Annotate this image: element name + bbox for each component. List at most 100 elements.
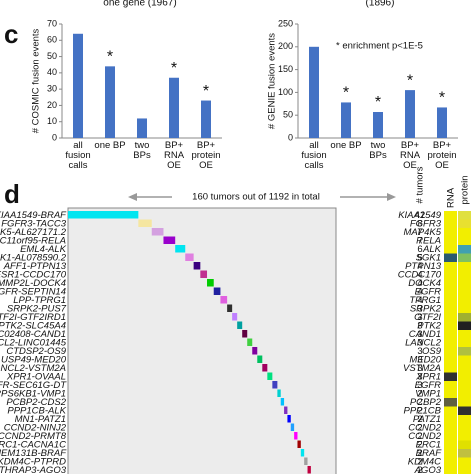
rna-cell [444,440,457,449]
annotation: * enrichment p<1E-5 [336,41,423,52]
protein-cell [458,432,471,441]
protein-cell [458,449,471,458]
fusion-block [163,236,176,244]
tumor-count: 3 [417,380,422,391]
x-tick-label: BP+ RNA OE [163,140,185,171]
y-tick-label: 30 [47,84,57,94]
gene-label: LANCL2 [405,337,442,348]
x-tick-label: two BPs [133,140,151,161]
x-tick-label: one BP [94,140,126,151]
gene-label: GTF2I [414,312,441,323]
bar [437,107,447,138]
gene-label: ERC1 [416,439,441,450]
fusion-label: IMMP2L-DOCK4 [0,278,66,289]
fusion-block [237,321,243,329]
bar [201,100,211,138]
fusion-label: MAP4K5-AL627171.2 [0,227,67,238]
rna-cell [444,449,457,458]
gene-label: VMP1 [415,388,441,399]
rna-cell [444,432,457,441]
tumor-count: 4 [417,295,422,306]
protein-cell [458,245,471,254]
rna-cell [444,236,457,245]
protein-cell [458,406,471,415]
gene-label: XPR1 [415,371,441,382]
protein-cell [458,415,471,424]
gene-label: CCND2 [408,422,441,433]
x-tick-label: BP+ protein OE [427,140,457,171]
tumor-count: 42 [415,210,426,221]
fusion-block [247,338,253,346]
y-tick-label: 0 [52,132,57,142]
fusion-label: GTF2I-GTF2IRD1 [0,312,66,323]
y-tick-label: 70 [47,18,57,28]
fusion-block [277,389,281,397]
rna-cell [444,245,457,254]
gene-label: PTPN13 [405,261,442,272]
tumor-count: 3 [417,371,422,382]
protein-cell [458,381,471,390]
fusion-label: TMEM131B-BRAF [0,448,67,459]
tumor-count: 2 [417,465,422,474]
fusion-block [252,347,258,355]
x-tick-label: all fusion calls [301,140,327,171]
title-bg [172,191,340,203]
gene-label: PTK2 [417,320,441,331]
gene-label: MAP4K5 [404,227,442,238]
fusion-label: PCBP2-CDS2 [6,397,66,408]
chart-title: one gene (1967) [103,0,176,9]
fusion-block [290,423,295,431]
bar [105,66,115,138]
bar [341,102,351,138]
rna-cell [444,398,457,407]
y-axis-label: # GENIE fusion events [267,33,278,129]
fusion-label: ERC1-CACNA1C [0,439,66,450]
fusion-block [284,406,288,414]
tumor-count: 6 [417,244,422,255]
fusion-block [232,313,238,321]
tumor-count: 3 [417,346,422,357]
panel-label: d [4,179,20,209]
fusion-label: LANCL2-VSTM2A [0,363,66,374]
tumor-count: 4 [417,269,422,280]
gene-label: AGO3 [414,465,442,474]
gene-label: TPRG1 [409,295,441,306]
rna-cell [444,304,457,313]
gene-label: PATZ1 [413,414,441,425]
rna-cell [444,457,457,466]
tumor-count: 2 [417,397,422,408]
fusion-block [175,245,186,253]
fusion-block [300,449,305,457]
rna-cell [444,262,457,271]
tumor-count: 7 [417,227,422,238]
tumor-count: 2 [417,414,422,425]
fusion-block [280,398,285,406]
tumor-count: 2 [417,439,422,450]
gene-label: PCBP2 [410,397,442,408]
gene-label: RELA [416,235,441,246]
fusion-block [207,279,214,287]
protein-cell [458,355,471,364]
fusion-label: KDM4C-PTPRD [0,456,66,467]
protein-cell [458,304,471,313]
tumor-count: 5 [417,252,422,263]
y-tick-label: 20 [47,100,57,110]
y-tick-label: 50 [47,51,57,61]
tumor-count: 7 [417,235,422,246]
fusion-block [193,262,201,270]
fusion-block [213,287,221,295]
y-tick-label: 10 [47,116,57,126]
y-tick-label: 50 [283,110,293,120]
gene-label: KDM4C [408,456,441,467]
y-tick-label: 200 [278,41,293,51]
fusion-label: C11orf95-RELA [0,235,66,246]
rna-cell [444,347,457,356]
fusion-label: EGFR-SEPTIN14 [0,286,66,297]
rna-cell [444,253,457,262]
significance-star: * [203,83,209,100]
rna-cell [444,313,457,322]
significance-star: * [171,60,177,77]
rna-cell [444,287,457,296]
rna-cell [444,466,457,474]
tumor-count: 3 [417,312,422,323]
